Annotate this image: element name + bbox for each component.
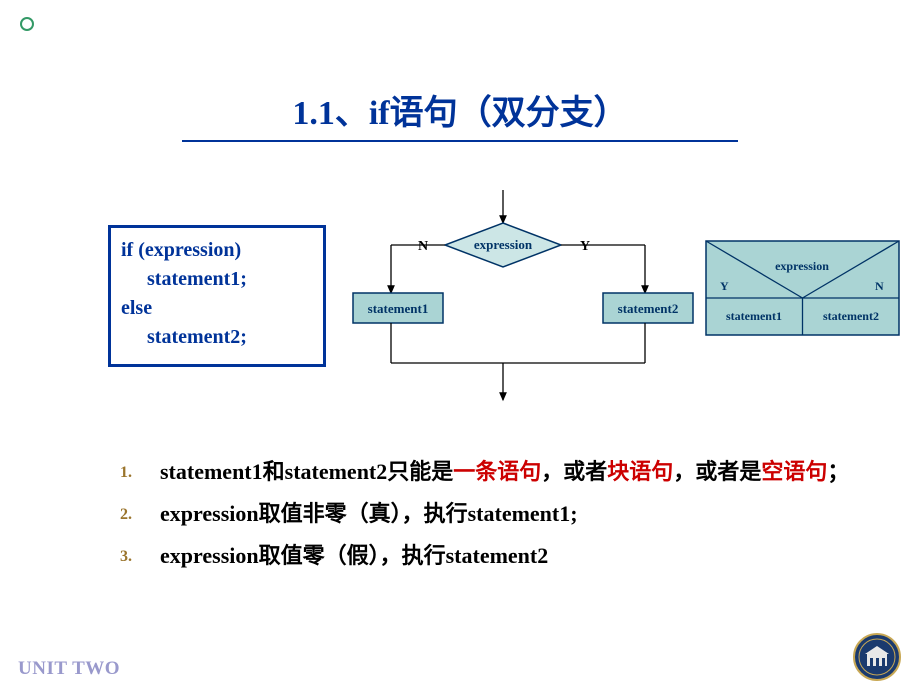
corner-bullet (20, 17, 34, 31)
ns-right-label: N (875, 279, 884, 293)
flowchart: expression N Y statement1 statement2 (343, 185, 703, 415)
flow-n-label: N (418, 239, 428, 254)
notes-list: statement1和statement2只能是一条语句，或者块语句，或者是空语… (120, 455, 870, 581)
note-3: expression取值零（假），执行statement2 (120, 539, 870, 573)
diamond-label: expression (474, 237, 533, 252)
flow-y-label: Y (580, 239, 590, 254)
code-box: if (expression) statement1; else stateme… (108, 225, 326, 367)
flow-right-box: statement2 (618, 301, 679, 316)
code-line-4: statement2; (121, 323, 313, 352)
ns-right-box: statement2 (823, 309, 879, 323)
flow-left-box: statement1 (368, 301, 429, 316)
ns-left-label: Y (720, 279, 729, 293)
code-line-3: else (121, 294, 313, 323)
note-2: expression取值非零（真），执行statement1; (120, 497, 870, 531)
code-line-2: statement1; (121, 265, 313, 294)
university-logo-icon (852, 632, 902, 682)
code-line-1: if (expression) (121, 236, 313, 265)
ns-top-label: expression (775, 259, 829, 273)
footer-text: UNIT TWO (18, 658, 120, 680)
title-area: 1.1、if语句（双分支） (0, 0, 920, 142)
ns-left-box: statement1 (726, 309, 782, 323)
page-title: 1.1、if语句（双分支） (182, 85, 737, 142)
ns-diagram: expression Y N statement1 statement2 (705, 240, 900, 336)
note-1: statement1和statement2只能是一条语句，或者块语句，或者是空语… (120, 455, 870, 489)
